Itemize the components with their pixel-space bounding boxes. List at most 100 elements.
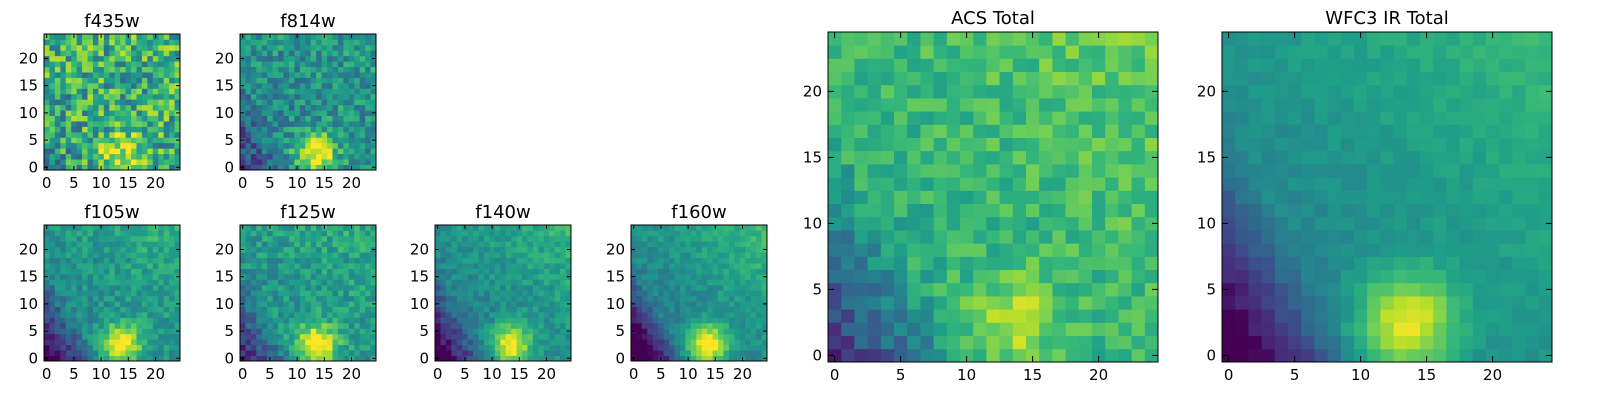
heatmap-cell (310, 355, 317, 362)
heatmap-cell (337, 77, 344, 84)
heatmap-cell (65, 44, 72, 51)
heatmap-cell (82, 104, 88, 111)
heatmap-cell (245, 252, 252, 259)
heatmap-cell (98, 39, 105, 46)
heatmap-cell (332, 153, 339, 160)
heatmap-cell (456, 312, 463, 318)
heatmap-cell (71, 263, 78, 269)
heatmap-cell (538, 312, 545, 318)
heatmap-cell (250, 77, 257, 84)
heatmap-cell (44, 257, 50, 264)
y-tick-label: 5 (28, 322, 38, 340)
heatmap-cell (283, 142, 290, 149)
heatmap-cell (451, 257, 458, 264)
heatmap-cell (473, 355, 479, 362)
heatmap-cell (103, 153, 110, 160)
heatmap-cell (1092, 203, 1106, 218)
heatmap-cell (348, 93, 355, 100)
heatmap-cell (267, 312, 274, 318)
heatmap-cell (999, 45, 1014, 59)
heatmap-cell (272, 110, 279, 116)
heatmap-cell (365, 159, 371, 165)
heatmap-cell (278, 344, 284, 351)
heatmap-cell (250, 252, 257, 259)
heatmap-cell (343, 344, 350, 351)
heatmap-cell (478, 230, 485, 237)
heatmap-cell (337, 55, 344, 62)
heatmap-cell (1420, 150, 1434, 165)
heatmap-cell (103, 317, 110, 324)
heatmap-cell (125, 252, 132, 259)
heatmap-cell (354, 225, 361, 231)
heatmap-cell (109, 241, 116, 248)
heatmap-cell (1420, 322, 1434, 336)
heatmap-cell (71, 115, 78, 122)
heatmap-cell (87, 142, 94, 149)
heatmap-cell (299, 126, 306, 133)
heatmap-cell (240, 322, 246, 329)
heatmap-cell (131, 110, 137, 116)
heatmap-cell (554, 246, 561, 253)
heatmap-cell (745, 339, 752, 346)
heatmap-cell (359, 301, 366, 307)
heatmap-cell (527, 290, 534, 297)
heatmap-cell (147, 121, 154, 127)
heatmap-cell (907, 111, 921, 125)
heatmap-cell (114, 99, 121, 106)
heatmap-cell (261, 104, 268, 111)
heatmap-cell (728, 284, 735, 291)
heatmap-cell (267, 328, 274, 335)
heatmap-cell (98, 77, 105, 84)
heatmap-cell (321, 344, 328, 351)
heatmap-cell (305, 110, 312, 116)
heatmap-cell (483, 306, 490, 313)
heatmap-cell (103, 159, 110, 165)
heatmap-cell (701, 312, 708, 318)
heatmap-cell (467, 241, 474, 248)
heatmap-cell (440, 312, 447, 318)
heatmap-cell (60, 131, 67, 138)
heatmap-cell (854, 216, 868, 231)
y-tick-label: 15 (19, 77, 38, 95)
heatmap-cell (1512, 243, 1526, 257)
heatmap-cell (636, 295, 643, 302)
heatmap-cell (920, 282, 934, 297)
heatmap-cell (60, 142, 67, 149)
heatmap-cell (960, 124, 974, 138)
heatmap-cell (505, 301, 512, 307)
heatmap-cell (456, 263, 463, 269)
heatmap-cell (158, 72, 165, 78)
heatmap-cell (87, 131, 94, 138)
heatmap-cell (305, 44, 312, 51)
heatmap-cell (841, 269, 855, 284)
heatmap-cell (1301, 296, 1315, 310)
heatmap-cell (163, 77, 170, 84)
heatmap-cell (163, 66, 170, 73)
heatmap-cell (54, 159, 61, 165)
heatmap-cell (163, 241, 170, 248)
heatmap-cell (310, 121, 317, 127)
heatmap-cell (250, 322, 257, 329)
plot-frame (43, 224, 181, 362)
heatmap-cell (305, 284, 312, 291)
heatmap-cell (240, 126, 246, 133)
heatmap-cell (92, 273, 99, 280)
heatmap-cell (158, 126, 165, 133)
heatmap-cell (343, 72, 350, 78)
heatmap-cell (894, 124, 908, 138)
heatmap-cell (1525, 230, 1540, 244)
heatmap-cell (745, 344, 752, 351)
heatmap-cell (516, 263, 523, 269)
heatmap-cell (169, 263, 175, 269)
heatmap-cell (294, 148, 301, 155)
heatmap-cell (690, 333, 697, 340)
heatmap-cell (483, 235, 490, 242)
heatmap-cell (278, 115, 284, 122)
heatmap-cell (65, 99, 72, 106)
heatmap-cell (532, 317, 539, 324)
heatmap-cell (163, 61, 170, 68)
heatmap-cell (894, 243, 908, 257)
heatmap-cell (60, 61, 67, 68)
heatmap-cell (114, 257, 121, 264)
heatmap-cell (332, 61, 339, 68)
